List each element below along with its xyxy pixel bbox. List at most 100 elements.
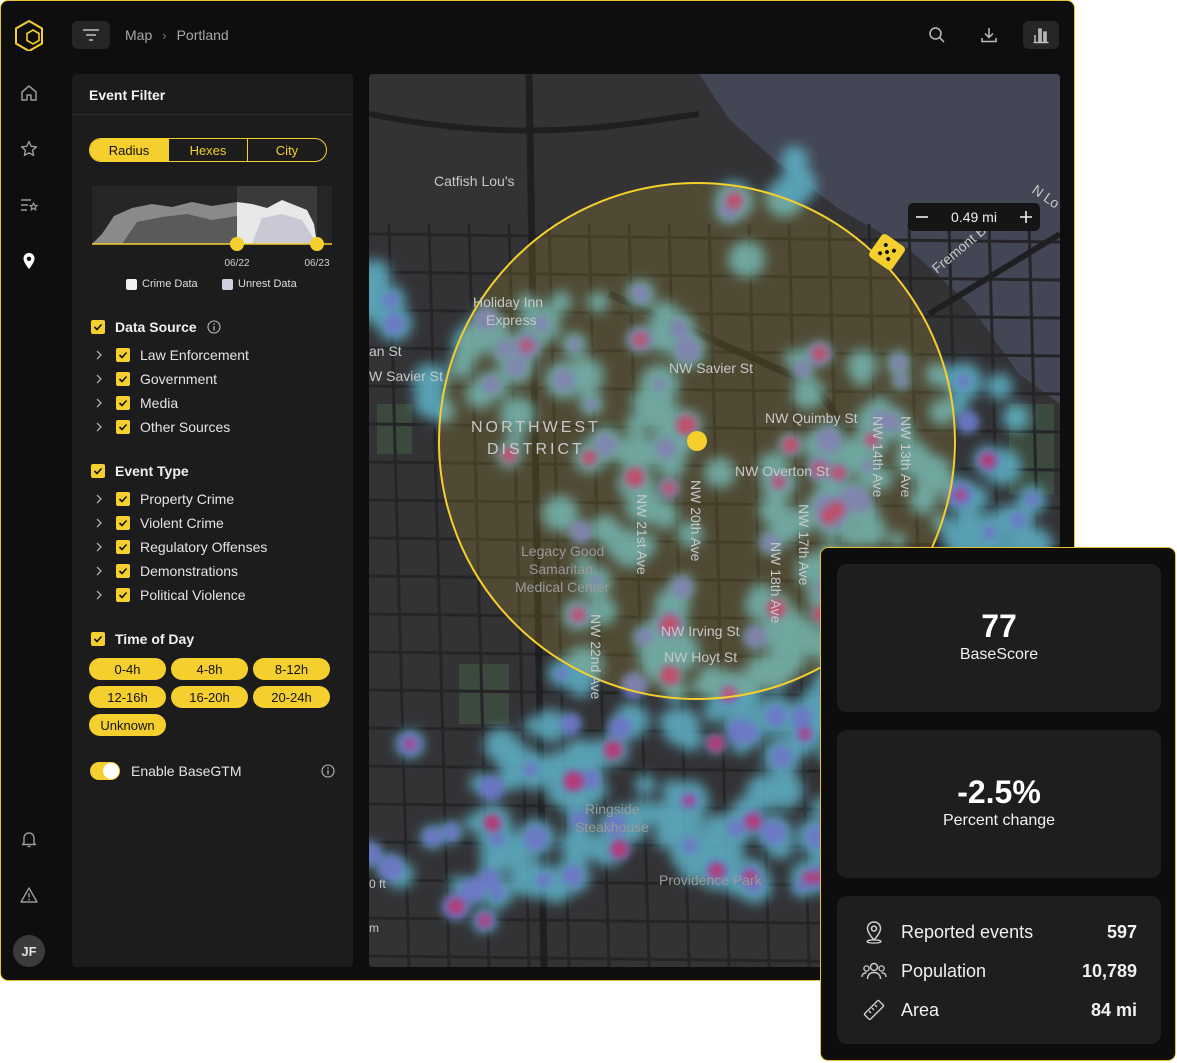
source-label: Other Sources	[140, 419, 231, 435]
location-pin-icon	[861, 919, 887, 945]
source-label: Media	[140, 395, 179, 411]
minus-icon[interactable]	[908, 203, 936, 231]
legend-swatch-crime	[126, 278, 137, 290]
time-chip[interactable]: 0-4h	[89, 658, 166, 680]
download-icon[interactable]	[971, 21, 1007, 49]
map-label: NORTHWEST	[471, 419, 601, 436]
chevron-right-icon[interactable]	[92, 492, 106, 506]
app-logo-icon[interactable]	[13, 19, 45, 51]
home-icon[interactable]	[15, 79, 43, 107]
event-type-group: Event Type	[91, 463, 189, 479]
map-label: Medical Center	[515, 579, 609, 595]
event-type-checkbox[interactable]	[91, 464, 105, 478]
population-row: Population 10,789	[861, 958, 1137, 984]
range-handle-end[interactable]	[310, 237, 324, 251]
data-source-item: Media	[92, 395, 178, 411]
event-type-label: Political Violence	[140, 587, 246, 603]
basescore-label: BaseScore	[959, 646, 1039, 663]
summary-box: Reported events 597 Population 10,789 Ar…	[837, 896, 1161, 1044]
info-icon[interactable]	[321, 764, 335, 778]
warning-icon[interactable]	[15, 881, 43, 909]
reported-events-value: 597	[1106, 921, 1137, 942]
legend-crime-label: Crime Data	[142, 278, 198, 290]
check-icon	[93, 323, 103, 331]
area-value: 84 mi	[1090, 999, 1137, 1020]
chevron-right-icon[interactable]	[92, 372, 106, 386]
event-type-label: Demonstrations	[140, 563, 239, 579]
breadcrumb-root[interactable]: Map	[125, 27, 153, 43]
left-rail: JF	[1, 1, 57, 980]
map-label: NW 14th Ave	[870, 416, 886, 498]
time-chip[interactable]: 4-8h	[171, 658, 248, 680]
checkbox[interactable]	[116, 564, 130, 578]
time-of-day-checkbox[interactable]	[91, 632, 105, 646]
search-icon[interactable]	[919, 21, 955, 49]
user-avatar[interactable]: JF	[13, 935, 45, 967]
area-row: Area 84 mi	[861, 997, 1137, 1023]
checkbox[interactable]	[116, 540, 130, 554]
filter-menu-button[interactable]	[72, 21, 110, 49]
chevron-right-icon[interactable]	[92, 540, 106, 554]
chevron-right-icon[interactable]	[92, 564, 106, 578]
checkbox[interactable]	[116, 348, 130, 362]
panel-title: Event Filter	[89, 87, 166, 103]
data-source-item: Law Enforcement	[92, 347, 249, 363]
legend-crime: Crime Data	[126, 278, 198, 290]
highway	[369, 111, 700, 134]
star-icon[interactable]	[15, 135, 43, 163]
source-label: Government	[140, 371, 218, 387]
map-label: Express	[486, 312, 537, 328]
radius-drag-handle[interactable]	[868, 233, 907, 272]
chevron-right-icon[interactable]	[92, 516, 106, 530]
reported-events-label: Reported events	[901, 921, 1034, 942]
event-type-item: Violent Crime	[92, 515, 224, 531]
chevron-right-icon[interactable]	[92, 420, 106, 434]
mode-city[interactable]: City	[247, 139, 326, 161]
heat-layer-high	[404, 192, 996, 927]
radius-center-marker[interactable]	[687, 431, 707, 451]
map-label: NW Irving St	[661, 623, 740, 639]
checkbox[interactable]	[116, 492, 130, 506]
checkbox[interactable]	[116, 420, 130, 434]
bell-icon[interactable]	[15, 825, 43, 853]
chevron-right-icon[interactable]	[92, 588, 106, 602]
map-label: Steakhouse	[575, 819, 649, 835]
plus-icon[interactable]	[1012, 203, 1040, 231]
data-source-checkbox[interactable]	[91, 320, 105, 334]
map-label: NW Quimby St	[765, 410, 858, 426]
map-label: NW Overton St	[735, 463, 829, 479]
mode-radius[interactable]: Radius	[90, 139, 168, 161]
time-chip[interactable]: Unknown	[89, 714, 166, 736]
checkbox[interactable]	[116, 396, 130, 410]
basegtm-toggle[interactable]	[90, 762, 120, 780]
favorites-list-icon[interactable]	[15, 191, 43, 219]
range-handle-start[interactable]	[230, 237, 244, 251]
highway	[927, 231, 1060, 317]
stats-card: 77 BaseScore -2.5% Percent change Report…	[820, 547, 1176, 1061]
data-source-group: Data Source	[91, 319, 221, 335]
chevron-right-icon[interactable]	[92, 396, 106, 410]
map-label: Providence Park	[659, 872, 763, 888]
chevron-right-icon[interactable]	[92, 348, 106, 362]
mode-segmented-control: Radius Hexes City	[89, 138, 327, 162]
map-label: an St	[369, 343, 402, 359]
map-pin-nav-icon[interactable]	[15, 247, 43, 275]
time-chip[interactable]: 16-20h	[171, 686, 248, 708]
time-chip[interactable]: 12-16h	[89, 686, 166, 708]
checkbox[interactable]	[116, 372, 130, 386]
event-type-item: Property Crime	[92, 491, 234, 507]
mode-hexes[interactable]: Hexes	[168, 139, 247, 161]
checkbox[interactable]	[116, 516, 130, 530]
scale-label: m	[369, 921, 379, 935]
people-icon	[861, 958, 887, 984]
time-chip[interactable]: 20-24h	[253, 686, 330, 708]
chart-icon[interactable]	[1023, 21, 1059, 49]
time-of-day-title: Time of Day	[115, 631, 195, 647]
reported-events-row: Reported events 597	[861, 919, 1137, 945]
info-icon[interactable]	[207, 320, 221, 334]
time-chip[interactable]: 8-12h	[253, 658, 330, 680]
basescore-box: 77 BaseScore	[837, 564, 1161, 712]
breadcrumb: Map › Portland	[125, 27, 229, 43]
checkbox[interactable]	[116, 588, 130, 602]
legend-swatch-unrest	[222, 278, 233, 290]
